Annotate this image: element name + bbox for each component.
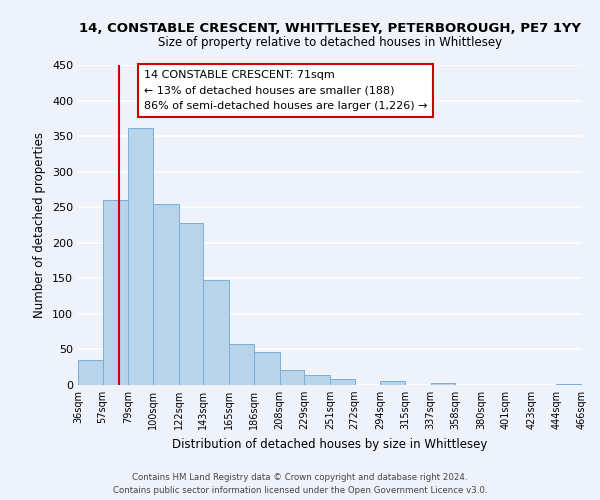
Bar — [431, 383, 455, 385]
Bar — [153, 204, 179, 385]
Bar — [128, 128, 153, 385]
Text: 14 CONSTABLE CRESCENT: 71sqm
← 13% of detached houses are smaller (188)
86% of s: 14 CONSTABLE CRESCENT: 71sqm ← 13% of de… — [143, 70, 427, 111]
Text: Size of property relative to detached houses in Whittlesey: Size of property relative to detached ho… — [158, 36, 502, 49]
Y-axis label: Number of detached properties: Number of detached properties — [34, 132, 46, 318]
Bar — [229, 344, 254, 385]
Bar — [103, 200, 128, 385]
Bar — [304, 375, 330, 385]
Bar — [78, 360, 103, 385]
Bar — [254, 352, 280, 385]
Text: Contains HM Land Registry data © Crown copyright and database right 2024.
Contai: Contains HM Land Registry data © Crown c… — [113, 474, 487, 495]
X-axis label: Distribution of detached houses by size in Whittlesey: Distribution of detached houses by size … — [172, 438, 488, 450]
Bar — [380, 380, 405, 385]
Bar — [556, 384, 582, 385]
Bar — [280, 370, 304, 385]
Bar — [203, 280, 229, 385]
Bar — [179, 223, 203, 385]
Text: 14, CONSTABLE CRESCENT, WHITTLESEY, PETERBOROUGH, PE7 1YY: 14, CONSTABLE CRESCENT, WHITTLESEY, PETE… — [79, 22, 581, 36]
Bar — [330, 380, 355, 385]
